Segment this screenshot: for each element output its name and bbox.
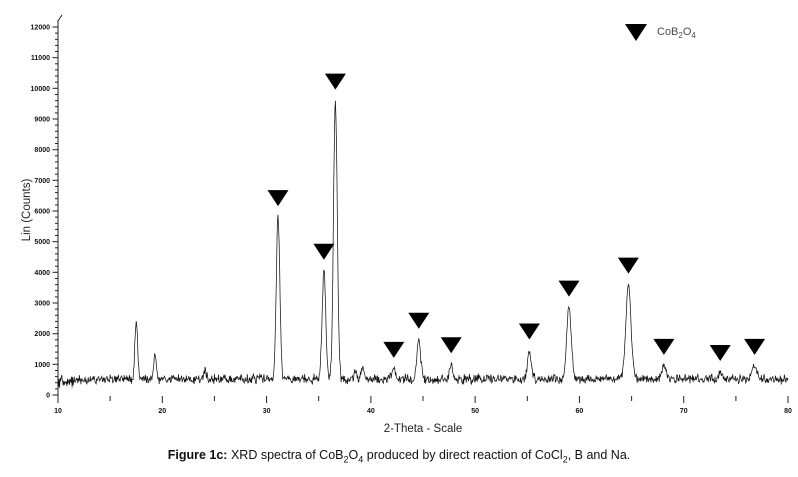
y-tick-label: 12000 <box>31 25 51 32</box>
axes <box>52 14 789 403</box>
y-tick-label: 5000 <box>34 239 50 246</box>
x-tick-label: 70 <box>680 408 688 415</box>
x-tick-label: 80 <box>784 408 792 415</box>
peak-marker-triangle-icon <box>744 338 766 355</box>
legend-label: CoB2O4 <box>657 26 696 41</box>
y-tick-label: 8000 <box>34 147 50 154</box>
y-tick-label: 4000 <box>34 270 50 277</box>
x-tick-label: 10 <box>54 408 62 415</box>
y-tick-label: 0 <box>46 393 50 400</box>
x-axis-title: 2-Theta - Scale <box>384 423 463 435</box>
y-tick-label: 1000 <box>34 362 50 369</box>
peak-marker-triangle-icon <box>383 341 405 358</box>
peak-marker-triangle-icon <box>558 280 580 297</box>
axis-top-mark <box>57 14 63 22</box>
y-tick-label: 10000 <box>31 86 51 93</box>
y-tick-label: 9000 <box>34 117 50 124</box>
x-tick-label: 30 <box>263 408 271 415</box>
legend: CoB2O4 <box>625 24 696 44</box>
xrd-trace <box>57 100 789 388</box>
figure-caption: Figure 1c: XRD spectra of CoB2O4 produce… <box>167 448 631 465</box>
xrd-chart: 0 1000 2000 3000 4000 5000 6000 7000 8000 9000 100… <box>21 14 792 435</box>
x-tick-label: 50 <box>471 408 479 415</box>
peak-marker-triangle-icon <box>653 338 675 355</box>
y-tick-label: 11000 <box>31 55 50 62</box>
peak-marker-triangle-icon <box>617 257 639 274</box>
y-tick-label: 3000 <box>34 301 50 308</box>
peak-marker-triangle-icon <box>440 337 462 354</box>
tick-labels: 0 1000 2000 3000 4000 5000 6000 7000 8000 9000 100… <box>31 25 792 416</box>
y-tick-label: 2000 <box>34 331 50 338</box>
peak-marker-triangle-icon <box>313 243 335 260</box>
y-axis-title: Lin (Counts) <box>21 179 33 242</box>
peak-marker-triangle-icon <box>709 345 731 361</box>
x-tick-label: 20 <box>158 408 166 415</box>
x-tick-label: 60 <box>576 408 584 415</box>
y-tick-label: 7000 <box>34 178 50 185</box>
y-tick-label: 6000 <box>34 209 50 216</box>
legend-triangle-marker-icon <box>625 24 647 41</box>
peak-marker-triangle-icon <box>267 190 289 207</box>
x-tick-label: 40 <box>367 408 375 415</box>
peak-marker-triangle-icon <box>518 323 540 340</box>
peak-marker-triangle-icon <box>324 73 346 90</box>
peak-markers <box>267 73 766 361</box>
peak-marker-triangle-icon <box>408 312 430 329</box>
